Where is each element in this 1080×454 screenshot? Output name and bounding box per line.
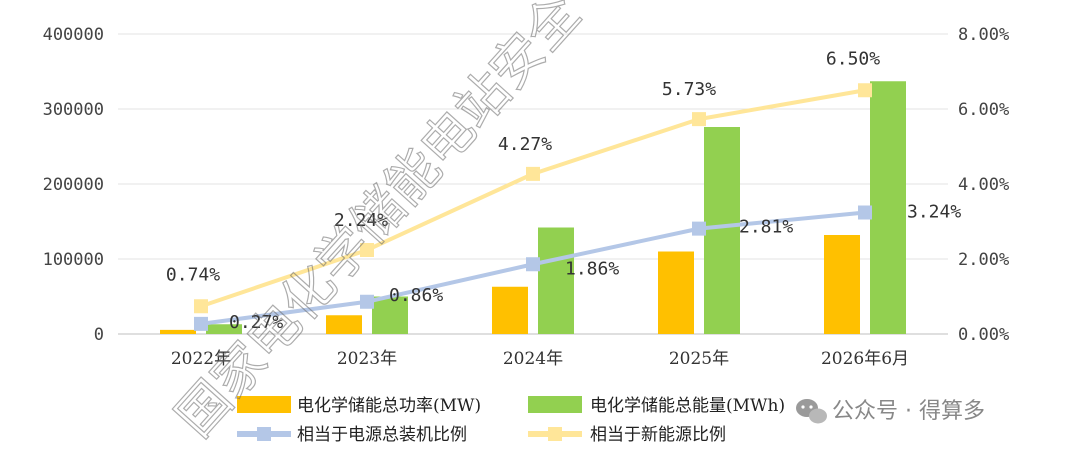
legend-swatch-power [237,396,291,413]
y-right-tick-label: 6.00% [958,100,1009,120]
y-left-tick-label: 100000 [43,250,104,270]
data-label-renewable-ratio: 0.74% [166,264,220,285]
data-label-renewable-ratio: 4.27% [498,134,552,155]
data-label-grid-ratio: 0.27% [229,312,283,333]
y-right-tick-label: 8.00% [958,25,1009,45]
data-label-renewable-ratio: 2.24% [334,210,388,231]
x-tick-label: 2026年6月 [821,349,909,369]
bar-energy [870,81,906,334]
marker-renewable-ratio [360,243,374,257]
grid [118,33,948,335]
watermark: 国家电化学储能电站安全 [165,0,592,449]
legend-label-grid-ratio: 相当于电源总装机比例 [297,425,467,445]
marker-renewable-ratio [526,166,540,181]
axes: 0 0.00% 100000 2.00% 200000 4.00% 300000 6.00% 4… [43,25,1010,369]
x-tick-label: 2022年 [171,349,231,369]
bar-energy [538,227,574,334]
data-label-grid-ratio: 0.86% [389,285,443,306]
marker-renewable-ratio [194,299,208,314]
x-tick-label: 2023年 [337,349,397,369]
bar-power [326,315,362,334]
y-right-tick-label: 0.00% [958,325,1009,345]
bar-energy [372,296,408,334]
brand: 公众号 · 得算多 [796,399,985,424]
data-label-renewable-ratio: 6.50% [826,48,880,69]
bar-power [492,286,528,334]
bar-power [658,251,694,334]
x-tick-label: 2024年 [503,349,563,369]
legend-label-renewable-ratio: 相当于新能源比例 [590,425,726,445]
marker-grid-ratio [526,257,540,272]
bar-power [824,235,860,334]
data-label-renewable-ratio: 5.73% [662,79,716,100]
bars [160,81,906,334]
brand-text: 公众号 · 得算多 [832,399,985,424]
marker-renewable-ratio [692,112,706,127]
legend-swatch-energy [528,396,582,413]
data-label-grid-ratio: 3.24% [907,202,961,223]
lines [194,83,872,331]
marker-grid-ratio [360,294,374,309]
data-label-grid-ratio: 2.81% [739,217,793,238]
y-left-tick-label: 200000 [43,175,104,195]
bar-power [160,329,196,334]
marker-grid-ratio [194,316,208,331]
legend-label-power: 电化学储能总功率(MW) [297,396,481,416]
legend: 电化学储能总功率(MW) 电化学储能总能量(MWh) 相当于电源总装机比例 相当… [237,396,785,445]
marker-grid-ratio [692,221,706,236]
bar-energy [704,127,740,334]
y-right-tick-label: 2.00% [958,250,1009,270]
legend-marker-grid-ratio [257,427,271,441]
marker-grid-ratio [858,205,872,220]
marker-renewable-ratio [858,83,872,98]
y-left-tick-label: 300000 [43,100,104,120]
y-left-tick-label: 400000 [43,25,104,45]
data-labels: 0.27% 0.86% 1.86% 2.81% 3.24% 0.74% 2.24% 4.27%… [166,48,961,333]
legend-marker-renewable-ratio [548,427,562,441]
x-tick-label: 2025年 [669,349,729,369]
bar-energy [206,324,242,334]
y-right-tick-label: 4.00% [958,175,1009,195]
wechat-icon [796,399,827,424]
legend-label-energy: 电化学储能总能量(MWh) [590,396,785,416]
y-left-tick-label: 0 [94,325,104,345]
data-label-grid-ratio: 1.86% [565,258,619,279]
